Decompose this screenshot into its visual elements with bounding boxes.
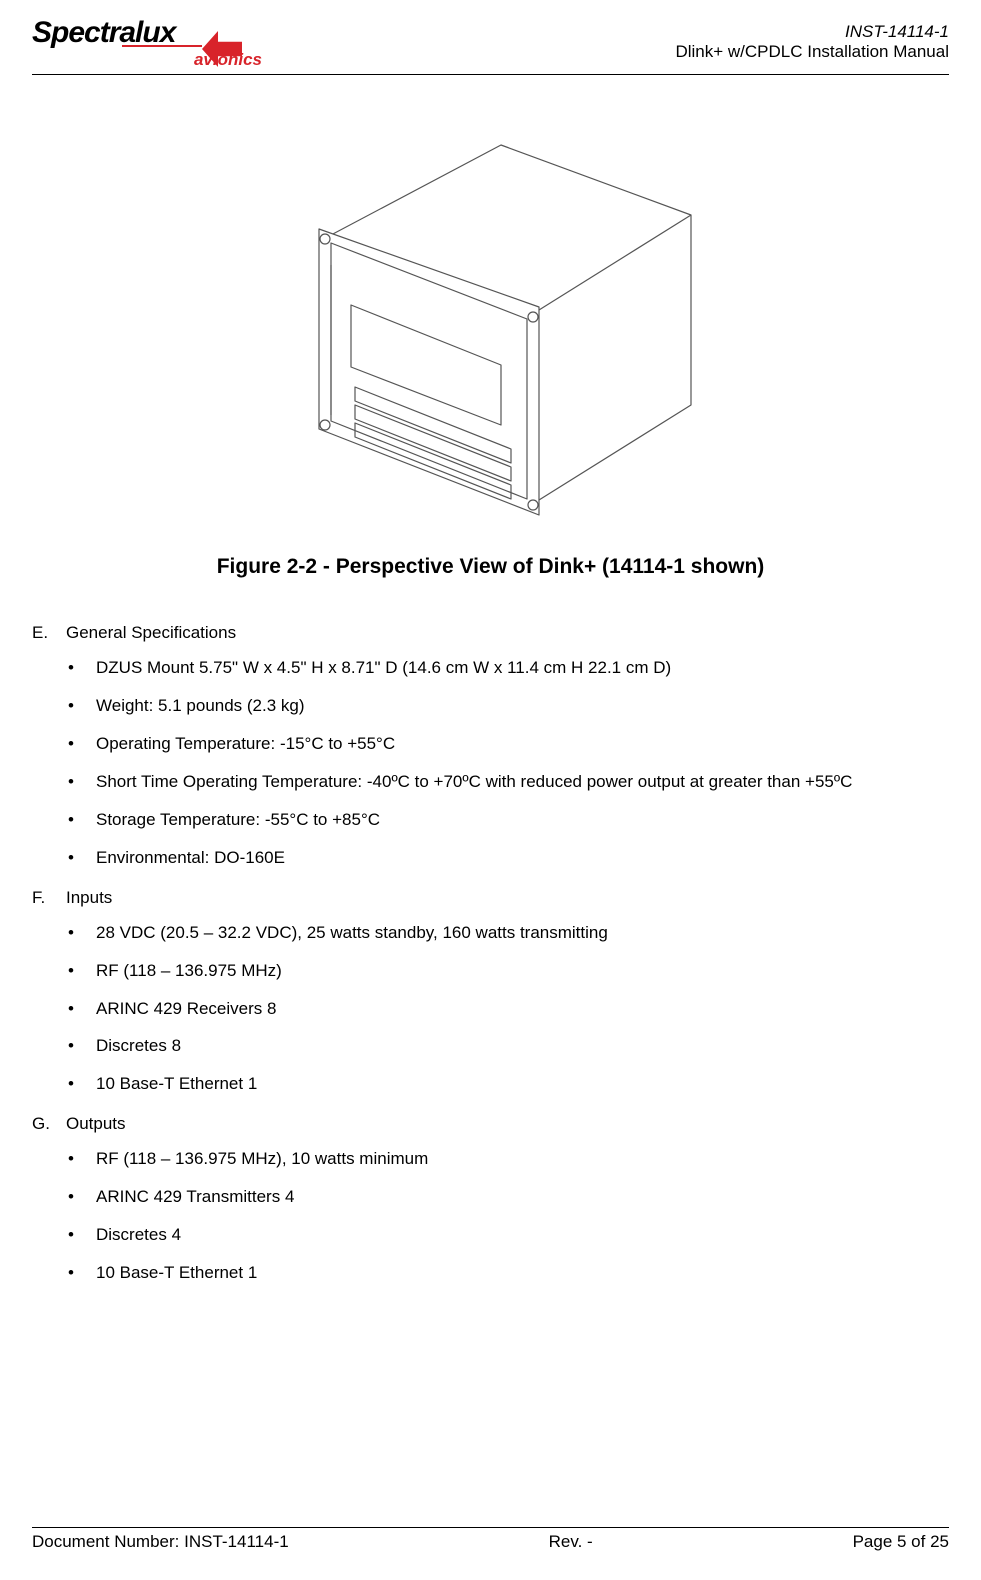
list-item: DZUS Mount 5.75" W x 4.5" H x 8.71" D (1… [68,657,949,680]
list-item: RF (118 – 136.975 MHz) [68,960,949,983]
company-logo: Spectralux avionics [32,22,252,70]
section-title: General Specifications [66,623,236,643]
page-header: Spectralux avionics INST-14114-1 Dlink+ … [32,22,949,75]
list-item: RF (118 – 136.975 MHz), 10 watts minimum [68,1148,949,1171]
footer-left: Document Number: INST-14114-1 [32,1532,289,1552]
logo-sub-text: avionics [194,50,262,70]
list-item: 10 Base-T Ethernet 1 [68,1262,949,1285]
section-letter: F. [32,888,48,908]
device-perspective-icon [271,105,711,545]
list-item: Storage Temperature: -55°C to +85°C [68,809,949,832]
bullet-list: 28 VDC (20.5 – 32.2 VDC), 25 watts stand… [32,922,949,1097]
bullet-list: DZUS Mount 5.75" W x 4.5" H x 8.71" D (1… [32,657,949,870]
page-footer: Document Number: INST-14114-1 Rev. - Pag… [32,1527,949,1552]
page: Spectralux avionics INST-14114-1 Dlink+ … [0,0,981,1285]
header-right: INST-14114-1 Dlink+ w/CPDLC Installation… [675,22,949,62]
list-item: Operating Temperature: -15°C to +55°C [68,733,949,756]
list-item: Environmental: DO-160E [68,847,949,870]
figure-container [32,105,949,545]
sections-container: E. General Specifications DZUS Mount 5.75"… [32,623,949,1285]
bullet-list: RF (118 – 136.975 MHz), 10 watts minimum… [32,1148,949,1285]
list-item: 28 VDC (20.5 – 32.2 VDC), 25 watts stand… [68,922,949,945]
figure-caption: Figure 2-2 - Perspective View of Dink+ (… [32,555,949,579]
list-item: ARINC 429 Transmitters 4 [68,1186,949,1209]
section-header: G. Outputs [32,1114,949,1134]
section: E. General Specifications DZUS Mount 5.75"… [32,623,949,870]
list-item: ARINC 429 Receivers 8 [68,998,949,1021]
doc-title: Dlink+ w/CPDLC Installation Manual [675,42,949,62]
doc-id: INST-14114-1 [675,22,949,42]
list-item: Short Time Operating Temperature: -40ºC … [68,771,949,794]
section-letter: E. [32,623,48,643]
footer-center: Rev. - [549,1532,593,1552]
footer-right: Page 5 of 25 [853,1532,949,1552]
section-title: Outputs [66,1114,126,1134]
section-title: Inputs [66,888,112,908]
list-item: 10 Base-T Ethernet 1 [68,1073,949,1096]
list-item: Discretes 8 [68,1035,949,1058]
logo-stripe-icon [122,45,202,47]
section-letter: G. [32,1114,48,1134]
section-header: F. Inputs [32,888,949,908]
section: F. Inputs 28 VDC (20.5 – 32.2 VDC), 25 wat… [32,888,949,1097]
list-item: Weight: 5.1 pounds (2.3 kg) [68,695,949,718]
section-header: E. General Specifications [32,623,949,643]
list-item: Discretes 4 [68,1224,949,1247]
section: G. Outputs RF (118 – 136.975 MHz), 10 watt… [32,1114,949,1285]
